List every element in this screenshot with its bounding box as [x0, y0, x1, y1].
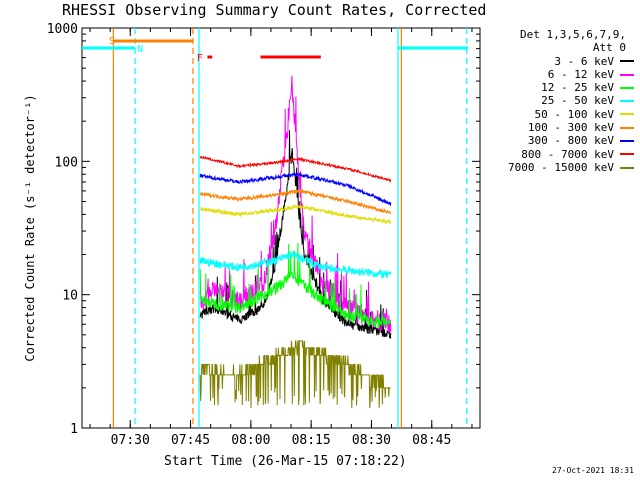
flare-flag-label: F: [197, 53, 203, 64]
x-axis-label: Start Time (26-Mar-15 07:18:22): [164, 454, 407, 469]
legend-header-detectors: Det 1,3,5,6,7,9,: [520, 28, 626, 41]
legend-item: 3 - 6 keV: [484, 55, 636, 68]
legend-label: 100 - 300 keV: [527, 121, 614, 135]
series-line-7: [199, 155, 392, 183]
y-tick-label: 1000: [47, 22, 78, 37]
series-line-4: [199, 203, 392, 225]
legend-item: 25 - 50 keV: [484, 94, 636, 107]
legend-label: 7000 - 15000 keV: [508, 160, 614, 174]
legend-item: 12 - 25 keV: [484, 81, 636, 94]
legend-item: 800 - 7000 keV: [484, 148, 636, 161]
series-line-2: [199, 242, 392, 328]
legend-item: 300 - 800 keV: [484, 134, 636, 147]
datestamp: 27-Oct-2021 18:31: [552, 466, 634, 475]
series-line-8: [199, 340, 391, 409]
series-line-0: [199, 130, 392, 339]
series-line-5: [199, 188, 392, 215]
legend-swatch: [620, 60, 634, 63]
legend-swatch: [620, 153, 634, 156]
chart-title: RHESSI Observing Summary Count Rates, Co…: [62, 1, 487, 19]
legend-item: 6 - 12 keV: [484, 68, 636, 81]
series-line-6: [199, 172, 392, 207]
legend-swatch: [620, 86, 634, 89]
series-line-3: [199, 250, 392, 279]
legend: Det 1,3,5,6,7,9, Att 0 3 - 6 keV 6 - 12 k…: [484, 28, 636, 174]
x-tick-label: 07:45: [171, 433, 210, 448]
legend-item: 100 - 300 keV: [484, 121, 636, 134]
x-tick-label: 08:45: [412, 433, 451, 448]
y-tick-label: 1: [70, 422, 78, 437]
legend-swatch: [620, 166, 634, 169]
legend-swatch: [620, 140, 634, 143]
legend-swatch: [620, 113, 634, 116]
legend-swatch: [620, 73, 634, 76]
legend-label: 25 - 50 keV: [541, 94, 614, 108]
night-flag-label: N: [137, 44, 143, 55]
y-tick-label: 10: [62, 289, 78, 304]
legend-label: 50 - 100 keV: [534, 107, 614, 121]
legend-label: 3 - 6 keV: [554, 54, 614, 68]
saa-flag-label: S: [109, 36, 115, 47]
legend-header-attenuator: Att 0: [592, 41, 626, 55]
legend-label: 12 - 25 keV: [541, 81, 614, 95]
legend-swatch: [620, 126, 634, 129]
y-tick-label: 100: [55, 155, 78, 170]
legend-label: 300 - 800 keV: [527, 134, 614, 148]
y-axis-label: Corrected Count Rate (s⁻¹ detector⁻¹): [23, 94, 37, 361]
x-tick-label: 08:15: [292, 433, 331, 448]
legend-label: 800 - 7000 keV: [521, 147, 614, 161]
plot-frame: [81, 27, 481, 429]
x-tick-label: 08:30: [352, 433, 391, 448]
legend-swatch: [620, 100, 634, 103]
x-tick-label: 08:00: [231, 433, 270, 448]
legend-label: 6 - 12 keV: [547, 67, 614, 81]
x-tick-label: 07:30: [111, 433, 150, 448]
legend-item: 7000 - 15000 keV: [484, 161, 636, 174]
legend-item: 50 - 100 keV: [484, 108, 636, 121]
